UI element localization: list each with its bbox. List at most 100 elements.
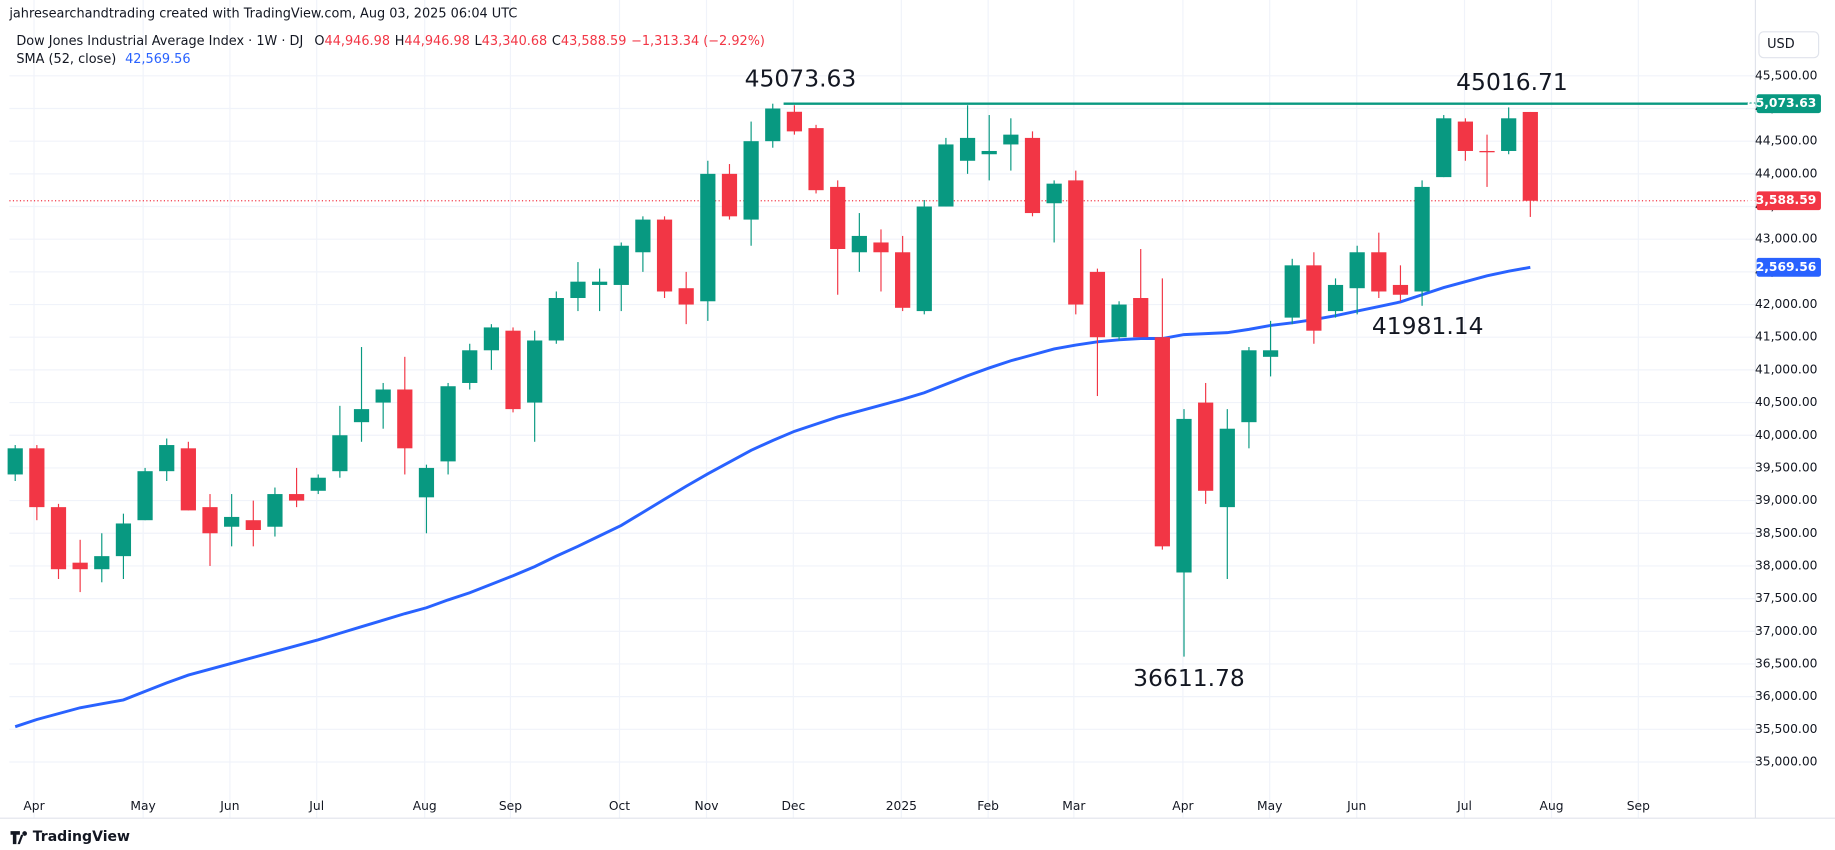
candle-body: [505, 330, 521, 410]
header: jahresearchandtrading created with Tradi…: [8, 7, 517, 22]
candle-body: [202, 507, 218, 534]
ohlc-key: L: [475, 34, 483, 49]
candle-body: [1111, 304, 1127, 338]
currency[interactable]: USD: [1767, 37, 1795, 52]
y-tick-label: 44,500.00: [1755, 134, 1818, 148]
price-tag-label: 42,569.56: [1747, 260, 1816, 274]
candle-body: [1392, 284, 1409, 295]
candle-body: [288, 494, 305, 501]
ohlc-key: H: [395, 34, 405, 49]
x-tick-label: Aug: [1540, 799, 1564, 813]
y-tick-label: 39,500.00: [1755, 460, 1818, 474]
x-tick-label: Dec: [781, 799, 805, 813]
candle-body: [137, 471, 153, 521]
x-tick-label: Apr: [1172, 799, 1194, 813]
candle-body: [1284, 265, 1300, 318]
x-tick-label: May: [130, 799, 155, 813]
candle-body: [418, 467, 435, 498]
candle-body: [1262, 350, 1279, 357]
candle-body: [180, 448, 196, 511]
candle-body: [1522, 111, 1538, 201]
y-tick-label: 35,000.00: [1755, 754, 1818, 768]
y-tick-label: 40,500.00: [1755, 395, 1818, 409]
annotation: 41981.14: [1372, 312, 1484, 340]
x-tick-label: Nov: [695, 799, 719, 813]
ohlc-value: 44,946.98: [325, 34, 390, 49]
candle-body: [591, 281, 608, 285]
candle-body: [1154, 337, 1170, 547]
annotation: 36611.78: [1133, 664, 1245, 692]
change: −1,313.34 (−2.92%): [631, 34, 765, 49]
candle-body: [1414, 186, 1430, 292]
candle-body: [1457, 121, 1473, 151]
y-tick-label: 37,000.00: [1755, 624, 1818, 638]
x-tick-label: Apr: [23, 799, 45, 813]
candle-body: [786, 111, 803, 132]
y-tick-label: 42,000.00: [1755, 297, 1818, 311]
candle-body: [981, 150, 997, 155]
candle-body: [527, 340, 543, 403]
sma-line: [14, 265, 1531, 729]
candle-body: [851, 235, 867, 253]
candle-body: [267, 494, 283, 527]
candle-body: [959, 137, 976, 161]
ohlc-key: O: [314, 34, 324, 49]
x-tick-label: Sep: [499, 799, 522, 813]
candle-body: [245, 520, 261, 531]
x-tick-label: Mar: [1062, 799, 1086, 813]
candle-body: [1241, 350, 1257, 423]
ohlc-key: C: [552, 34, 561, 49]
candle-body: [397, 389, 413, 449]
y-tick-label: 43,000.00: [1755, 232, 1818, 246]
candle-body: [483, 327, 499, 351]
candle-body: [895, 252, 911, 308]
ohlc-value: 43,588.59: [561, 34, 626, 49]
sma-name: SMA (52, close): [16, 51, 116, 66]
candle-body: [29, 448, 45, 508]
grid: [9, 0, 1756, 819]
y-tick-label: 36,500.00: [1755, 656, 1818, 670]
candle-body: [721, 173, 738, 217]
x-tick-label: Jun: [1346, 799, 1366, 813]
price-tag: [1756, 94, 1821, 114]
currency-button[interactable]: [1758, 31, 1820, 59]
candle-body: [224, 516, 240, 527]
candle-body: [1219, 428, 1235, 508]
candle-body: [115, 523, 132, 557]
price-tag-label: 43,588.59: [1747, 193, 1816, 207]
legend: Dow Jones Industrial Average Index · 1W …: [16, 34, 765, 49]
y-tick-label: 40,000.00: [1755, 428, 1818, 442]
x-tick-label: Jul: [1456, 799, 1472, 813]
candle-body: [353, 409, 370, 423]
candle-body: [1501, 118, 1517, 151]
candle-body: [462, 350, 478, 383]
candle-body: [830, 186, 846, 250]
x-tick-label: Jul: [308, 799, 324, 813]
candle-body: [635, 219, 651, 253]
candle-body: [808, 128, 824, 191]
candle-body: [1349, 252, 1365, 289]
x-tick-label: Jun: [219, 799, 239, 813]
y-tick-label: 45,500.00: [1755, 68, 1818, 82]
y-tick-label: 39,000.00: [1755, 493, 1818, 507]
candle-body: [1133, 298, 1149, 338]
annotation: 45073.63: [745, 65, 857, 93]
candle-body: [548, 298, 564, 341]
x-tick-label: Aug: [413, 799, 437, 813]
candle-body: [570, 281, 586, 299]
candle-body: [1479, 150, 1495, 153]
price-tag: [1756, 257, 1821, 277]
candle-body: [1306, 265, 1322, 331]
candle-body: [72, 562, 88, 570]
y-tick-label: 41,500.00: [1755, 330, 1818, 344]
candle-body: [1371, 252, 1387, 292]
candle-body: [700, 173, 716, 302]
price-tag-label: 45,073.63: [1747, 96, 1816, 110]
ohlc-value: 44,946.98: [404, 34, 469, 49]
y-tick-label: 35,500.00: [1755, 722, 1818, 736]
candle-body: [743, 141, 759, 220]
tradingview-logo: [10, 831, 27, 845]
